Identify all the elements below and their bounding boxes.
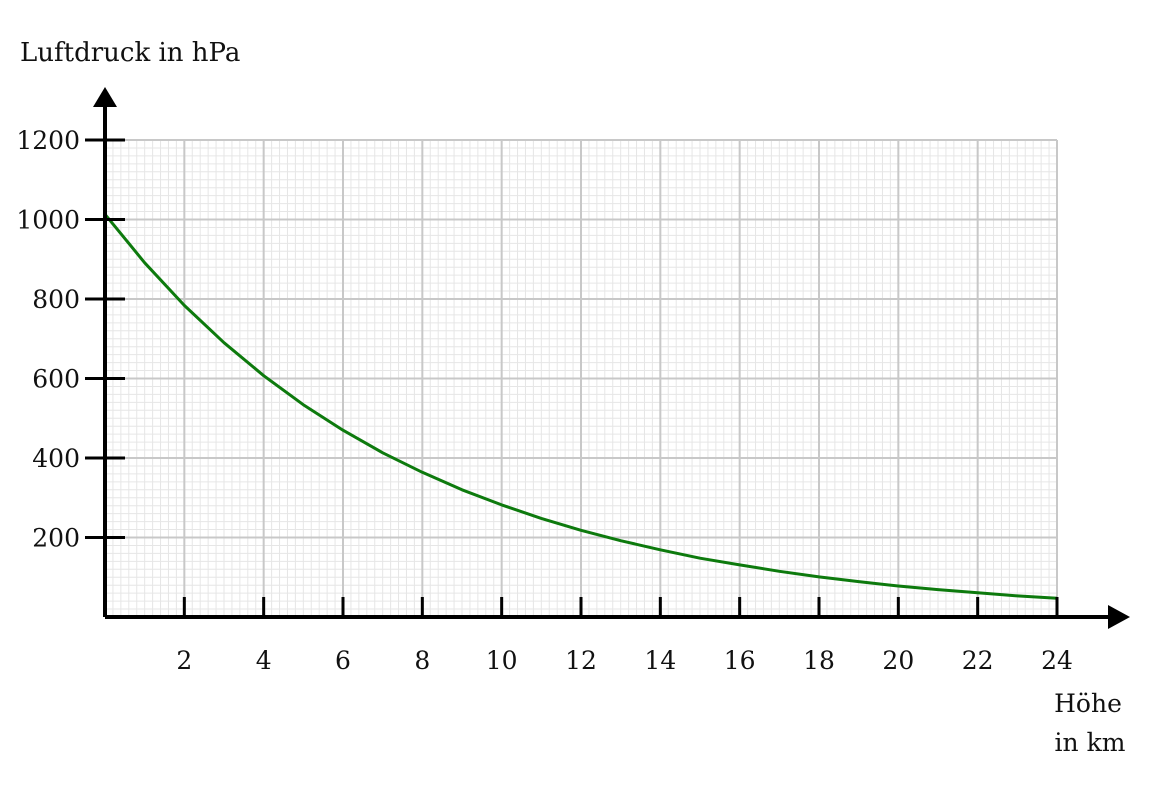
- x-tick-label: 22: [962, 646, 994, 675]
- x-axis-arrow-icon: [1108, 605, 1130, 629]
- x-tick-label: 24: [1041, 646, 1073, 675]
- x-axis-title-line-2: in km: [1055, 728, 1126, 757]
- y-axis-title: Luftdruck in hPa: [20, 38, 240, 68]
- y-tick-label: 800: [32, 285, 80, 314]
- y-tick-label: 400: [32, 444, 80, 473]
- x-tick-label: 14: [644, 646, 676, 675]
- series-layer: [103, 213, 1058, 600]
- x-tick-label: 16: [724, 646, 756, 675]
- x-tick-label: 18: [803, 646, 835, 675]
- x-tick-label: 8: [414, 646, 430, 675]
- axes: [93, 87, 1130, 629]
- y-tick-label: 1200: [16, 126, 80, 155]
- y-tick-label: 200: [32, 524, 80, 553]
- x-tick-label: 10: [486, 646, 518, 675]
- x-axis-title-line-1: Höhe: [1054, 689, 1122, 718]
- series-line: [103, 213, 1058, 600]
- x-tick-label: 4: [256, 646, 272, 675]
- x-tick-label: 12: [565, 646, 597, 675]
- x-tick-label: 2: [176, 646, 192, 675]
- y-tick-label: 600: [32, 365, 80, 394]
- x-tick-label: 20: [882, 646, 914, 675]
- x-tick-label: 6: [335, 646, 351, 675]
- y-tick-label: 1000: [16, 206, 80, 235]
- y-axis-arrow-icon: [93, 87, 117, 107]
